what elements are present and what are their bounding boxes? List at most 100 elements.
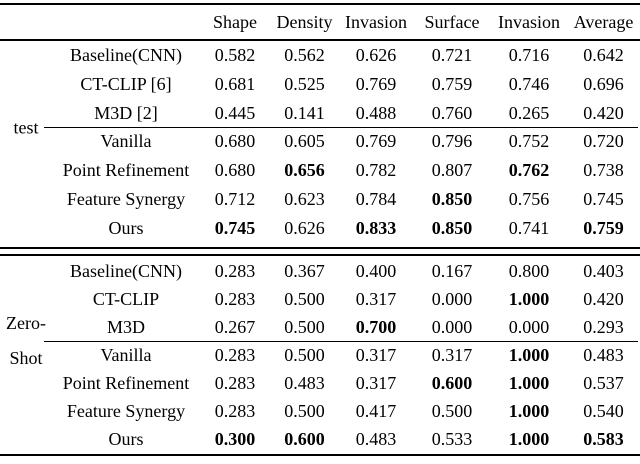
column-header-invasion-1: Invasion [345,11,407,32]
value-cell: 0.626 [355,44,397,65]
value-cell: 0.267 [214,316,256,337]
value-cell: 0.752 [508,131,550,152]
method-name: M3D [106,316,145,337]
value-cell: 0.583 [583,428,624,449]
value-cell: 0.582 [214,44,256,65]
value-cell: 0.605 [284,131,325,152]
value-cell: 0.400 [355,260,397,281]
method-name: Vanilla [100,131,152,152]
group-label-zero-shot: Zero- Shot [0,306,52,376]
value-cell: 0.283 [214,372,256,393]
value-cell: 0.626 [284,218,325,239]
value-cell: 0.712 [214,189,256,210]
value-cell: 0.417 [355,400,397,421]
value-cell: 0.680 [214,131,256,152]
group-label-test: test [0,111,52,146]
header-row: Shape Density Invasion Surface Invasion … [0,5,640,39]
value-cell: 0.420 [583,288,624,309]
value-cell: 0.537 [583,372,624,393]
value-cell: 0.283 [214,344,256,365]
method-name: Point Refinement [62,372,190,393]
value-cell: 0.769 [355,131,397,152]
method-name: Baseline(CNN) [70,260,182,281]
column-header-invasion-2: Invasion [498,11,560,32]
value-cell: 0.833 [355,218,397,239]
value-cell: 0.745 [583,189,624,210]
value-cell: 1.000 [508,372,550,393]
group-label-line: Shot [9,348,43,368]
method-name: Ours [108,428,144,449]
value-cell: 0.540 [583,400,624,421]
value-cell: 0.850 [431,218,473,239]
value-cell: 0.141 [284,102,325,123]
bottom-rule [0,454,640,456]
value-cell: 0.533 [431,428,473,449]
method-name: Feature Synergy [66,400,186,421]
column-header-shape: Shape [213,11,257,32]
section-separator-rule [0,247,640,256]
value-cell: 0.483 [355,428,397,449]
value-cell: 1.000 [508,428,550,449]
top-rule [0,3,640,5]
value-cell: 0.403 [583,260,624,281]
value-cell: 0.445 [214,102,256,123]
test-rows: Baseline(CNN) 0.582 0.562 0.626 0.721 0.716 0.… [52,41,640,243]
table-row: Point Refinement 0.680 0.656 0.782 0.807 0.76… [52,156,640,185]
value-cell: 0.600 [284,428,325,449]
value-cell: 0.317 [355,288,397,309]
value-cell: 0.796 [431,131,473,152]
table-row: Feature Synergy 0.283 0.500 0.417 0.500 1.000… [52,397,640,425]
value-cell: 0.756 [508,189,550,210]
value-cell: 0.807 [431,160,473,181]
table-row: Point Refinement 0.283 0.483 0.317 0.600 1.00… [52,369,640,397]
value-cell: 0.759 [583,218,624,239]
table-row: Vanilla 0.680 0.605 0.769 0.796 0.752 0.720 [52,128,640,157]
value-cell: 0.741 [508,218,550,239]
test-mid-rule [44,127,638,128]
value-cell: 0.283 [214,260,256,281]
value-cell: 0.317 [431,344,473,365]
value-cell: 0.600 [431,372,473,393]
value-cell: 1.000 [508,288,550,309]
value-cell: 0.317 [355,344,397,365]
value-cell: 0.283 [214,288,256,309]
header-rule [0,39,640,41]
method-name: Feature Synergy [66,189,186,210]
value-cell: 0.745 [214,218,256,239]
value-cell: 0.656 [284,160,325,181]
value-cell: 0.300 [214,428,256,449]
table-row: Ours 0.300 0.600 0.483 0.533 1.000 0.583 [52,425,640,453]
value-cell: 0.800 [508,260,550,281]
value-cell: 0.488 [355,102,397,123]
value-cell: 0.680 [214,160,256,181]
value-cell: 0.500 [431,400,473,421]
value-cell: 0.265 [508,102,550,123]
method-name: M3D [2] [94,102,158,123]
value-cell: 0.500 [284,288,325,309]
value-cell: 0.721 [431,44,473,65]
value-cell: 0.317 [355,372,397,393]
value-cell: 0.500 [284,400,325,421]
value-cell: 0.000 [508,316,550,337]
value-cell: 0.769 [355,73,397,94]
value-cell: 0.782 [355,160,397,181]
value-cell: 0.759 [431,73,473,94]
value-cell: 0.784 [355,189,397,210]
table-row: CT-CLIP [6] 0.681 0.525 0.769 0.759 0.746 0.69… [52,70,640,99]
method-name: CT-CLIP [6] [80,73,172,94]
table-row: M3D [2] 0.445 0.141 0.488 0.760 0.265 0.420 [52,99,640,128]
value-cell: 0.623 [284,189,325,210]
value-cell: 0.642 [583,44,624,65]
value-cell: 0.746 [508,73,550,94]
method-name: Baseline(CNN) [70,44,182,65]
value-cell: 1.000 [508,344,550,365]
value-cell: 0.483 [284,372,325,393]
table-row: Feature Synergy 0.712 0.623 0.784 0.850 0.756… [52,185,640,214]
value-cell: 0.283 [214,400,256,421]
value-cell: 0.000 [431,288,473,309]
section-zero-shot: Zero- Shot Baseline(CNN) 0.283 0.367 0.400 0.… [0,257,640,453]
value-cell: 0.000 [431,316,473,337]
value-cell: 0.738 [583,160,624,181]
method-name: Ours [108,218,144,239]
